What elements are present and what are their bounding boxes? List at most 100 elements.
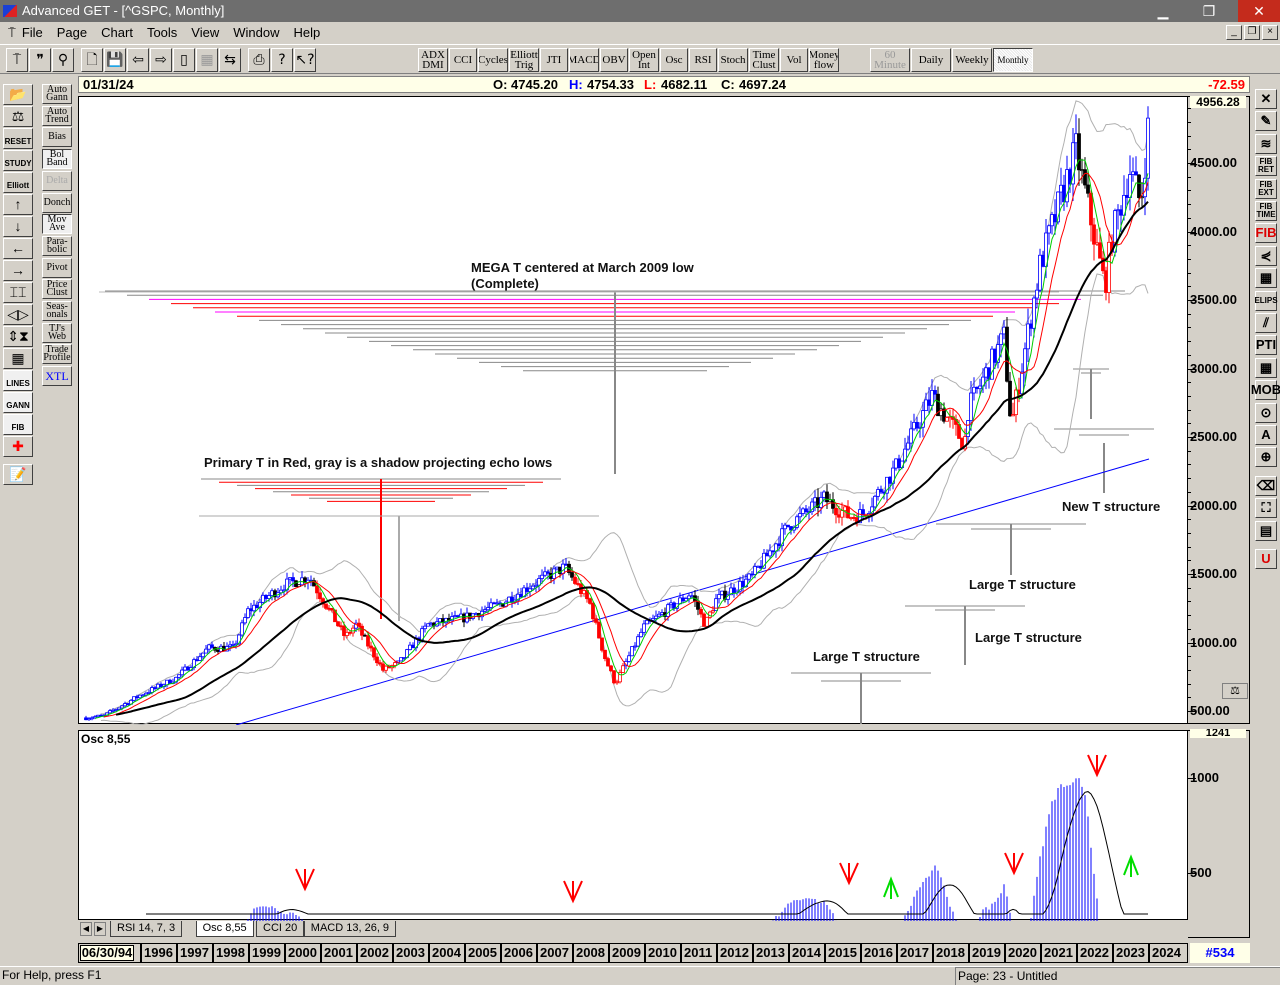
study-bias[interactable]: Bias (42, 127, 72, 148)
tool-grid-icon[interactable]: ▦ (1255, 268, 1277, 289)
split-icon[interactable]: ▯ (173, 48, 195, 72)
tool-arrow-7[interactable]: ← (3, 238, 33, 259)
new-page-icon[interactable]: 🗋 (81, 48, 103, 72)
tool-elips[interactable]: ELIPS (1254, 290, 1278, 311)
study-bolband[interactable]: Bol Band (42, 149, 72, 170)
tool-pti[interactable]: PTI (1255, 335, 1277, 356)
study-jti[interactable]: JTI (540, 48, 568, 72)
study-money-flow[interactable]: Money flow (809, 48, 839, 72)
study-para-bolic[interactable]: Para- bolic (42, 235, 72, 256)
study-vol[interactable]: Vol (780, 48, 808, 72)
tool-u[interactable]: U (1255, 549, 1277, 569)
period-60-minute[interactable]: 60 Minute (870, 48, 910, 72)
tab-cci[interactable]: CCI 20 (256, 921, 305, 937)
study-tradeprofile[interactable]: Trade Profile (42, 344, 72, 365)
tool-a[interactable]: A (1255, 425, 1277, 445)
tool-arrow-8[interactable]: → (3, 260, 33, 281)
tab-scroll-left[interactable]: ◀ (80, 922, 92, 936)
help-icon[interactable]: ? (271, 48, 293, 72)
study-stoch[interactable]: Stoch (718, 48, 748, 72)
study-movave[interactable]: Mov Ave (42, 214, 72, 235)
tool-table-icon[interactable]: ▦ (1255, 357, 1277, 378)
tab-osc[interactable]: Osc 8,55 (195, 921, 254, 937)
study-elliott-trig[interactable]: Elliott Trig (509, 48, 539, 72)
tab-scroll-right[interactable]: ▶ (94, 922, 106, 936)
study-priceclust[interactable]: Price Clust (42, 279, 72, 300)
tool-fib-ext[interactable]: FIB EXT (1255, 178, 1277, 199)
study-time-clust[interactable]: Time Clust (749, 48, 779, 72)
study-obv[interactable]: OBV (600, 48, 628, 72)
tool-ud-arrows-icon[interactable]: ⇕⧗ (3, 326, 33, 347)
study-open-int[interactable]: Open Int (629, 48, 659, 72)
study-rsi[interactable]: RSI (689, 48, 717, 72)
study-xtl[interactable]: XTL (42, 366, 72, 387)
tool-fib[interactable]: FIB (3, 414, 33, 435)
tool-channel-icon[interactable]: ⫽ (1255, 313, 1277, 333)
tool-pages-icon[interactable]: ▤ (1255, 520, 1277, 541)
tab-rsi[interactable]: RSI 14, 7, 3 (110, 921, 183, 937)
tool-lr-arrows-icon[interactable]: ◁▷ (3, 304, 33, 325)
restore-button[interactable]: ❐ (1202, 3, 1216, 19)
tool-close-x-icon[interactable]: ✕ (1255, 89, 1277, 109)
tool-zoom-icon[interactable]: ⊕ (1255, 447, 1277, 468)
tool-open-folder-icon[interactable]: 📂 (3, 84, 33, 105)
tool-crosshair-icon[interactable]: ✚ (3, 436, 33, 457)
study-delta[interactable]: Delta (42, 170, 72, 191)
tool-arrow-6[interactable]: ↓ (3, 216, 33, 237)
tool-elliott[interactable]: Elliott (3, 172, 33, 193)
oscillator-panel[interactable]: Osc 8,55 (78, 730, 1188, 921)
tool-notes-icon[interactable]: 📝 (3, 464, 33, 485)
menu-tools[interactable]: Tools (146, 25, 178, 40)
tool-fib-ret[interactable]: FIB RET (1255, 156, 1277, 177)
tool-lines-icon[interactable]: ≋ (1255, 133, 1277, 154)
tool-arrow-5[interactable]: ↑ (3, 194, 33, 215)
menu-file[interactable]: File (21, 25, 43, 40)
tool-eraser-icon[interactable]: ⌫ (1255, 475, 1277, 496)
study-tjsweb[interactable]: TJ's Web (42, 322, 72, 343)
minimize-button[interactable]: ▁ (1157, 3, 1169, 19)
study-donch[interactable]: Donch (42, 192, 72, 213)
tool-lines[interactable]: LINES (3, 370, 33, 391)
study-autogann[interactable]: Auto Gann (42, 84, 72, 104)
tool-fib[interactable]: FIB (1255, 223, 1277, 244)
exchange-icon[interactable]: ⇆ (219, 48, 241, 72)
menu-help[interactable]: Help (293, 25, 321, 40)
menu-window[interactable]: Window (233, 25, 280, 40)
mdi-close-button[interactable]: × (1262, 25, 1278, 40)
close-button[interactable]: ✕ (1238, 0, 1280, 22)
quote-icon[interactable]: ❞ (29, 48, 51, 72)
period-weekly[interactable]: Weekly (952, 48, 992, 72)
menu-page[interactable]: Page (56, 25, 88, 40)
tool-fan-icon[interactable]: ⋞ (1255, 245, 1277, 266)
study-cci[interactable]: CCI (449, 48, 477, 72)
magnify-icon[interactable]: ⚲ (52, 48, 74, 72)
menu-chart[interactable]: Chart (101, 25, 133, 40)
mdi-restore-button[interactable]: ❐ (1244, 25, 1260, 40)
tool-bars-icon[interactable]: ⌶⌶ (3, 282, 33, 303)
tool-fit-icon[interactable]: ⛶ (1255, 498, 1277, 519)
tool-pencil-icon[interactable]: ✎ (1255, 111, 1277, 132)
mdi-minimize-button[interactable]: _ (1226, 25, 1242, 40)
study-cycles[interactable]: Cycles (478, 48, 508, 72)
pin-icon[interactable]: ⍑ (6, 48, 28, 72)
tool-fib-time[interactable]: FIB TIME (1255, 201, 1277, 221)
tool-dots-grid-icon[interactable]: ▦ (3, 348, 33, 369)
print-icon[interactable]: ⎙ (248, 48, 270, 72)
tab-macd[interactable]: MACD 13, 26, 9 (303, 921, 397, 937)
study-seas-onals[interactable]: Seas- onals (42, 301, 72, 321)
osc-axis[interactable]: 1241 1000 500 (1188, 729, 1250, 938)
study-adx-dmi[interactable]: ADX DMI (418, 48, 448, 72)
menu-view[interactable]: View (191, 25, 220, 40)
study-autotrend[interactable]: Auto Trend (42, 105, 72, 126)
scale-icon[interactable]: ⚖ (1222, 683, 1248, 699)
tool-study[interactable]: STUDY (3, 150, 33, 171)
price-axis[interactable]: 4956.28 ⚖ 4500.00 4000.00 3500.00 3000.00 25… (1188, 96, 1250, 724)
tool-gann[interactable]: GANN (3, 392, 33, 413)
right-arrow-page-icon[interactable]: ⇨ (150, 48, 172, 72)
study-pivot[interactable]: Pivot (42, 257, 72, 278)
save-icon[interactable]: 💾 (104, 48, 126, 72)
tool-mob[interactable]: MOB (1251, 380, 1280, 401)
study-osc[interactable]: Osc (660, 48, 688, 72)
tool-find-icon[interactable]: ⊙ (1255, 402, 1277, 423)
time-axis[interactable]: 06/30/94 1996 1997 1998 1999 2000 2001 2002 200… (78, 943, 1188, 963)
